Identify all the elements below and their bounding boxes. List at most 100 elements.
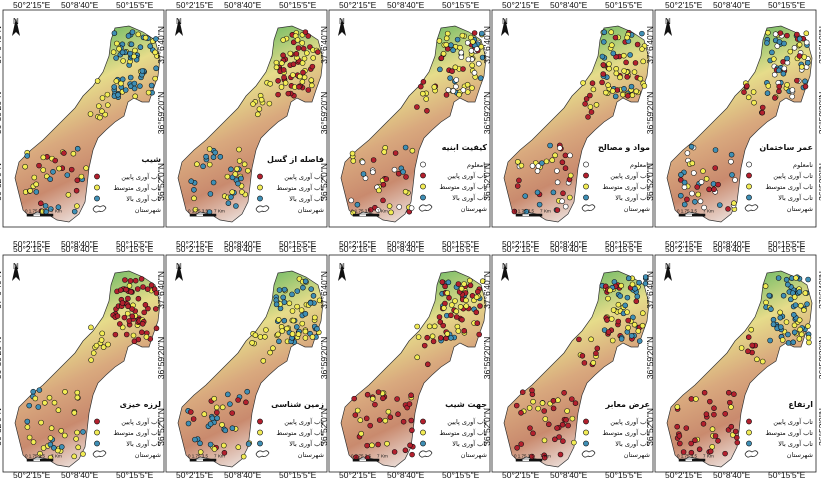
legend-item-medium: تاب آوری متوسط — [276, 428, 324, 437]
sample-point-low — [741, 89, 747, 95]
sample-point-high — [678, 192, 684, 199]
sample-point-high — [289, 291, 295, 298]
sample-point-high — [445, 279, 452, 286]
scale-ticks: 0 1.75 3.5 — [351, 209, 372, 214]
sample-point-medium — [294, 303, 300, 310]
sample-point-medium — [51, 399, 58, 406]
lon-label-top: 50°15'5"E — [279, 0, 317, 10]
lon-label-top: 50°8'40"E — [713, 244, 751, 254]
sample-point-medium — [120, 58, 126, 64]
sample-point-medium — [640, 58, 646, 65]
sample-point-low — [624, 74, 630, 80]
sample-point-high — [209, 415, 216, 422]
sample-point-medium — [542, 416, 549, 422]
legend-title: عمر ساختمان — [759, 143, 813, 152]
sample-point-high — [612, 93, 619, 100]
sample-point-low — [126, 318, 132, 324]
sample-point-medium — [409, 147, 416, 154]
sample-point-low — [141, 309, 147, 316]
sample-point-high — [599, 53, 606, 60]
sample-point-medium — [593, 102, 600, 108]
lon-label-bottom: 50°15'5"E — [279, 470, 317, 480]
sample-point-unknown — [554, 168, 560, 174]
lon-label-top: 50°15'5"E — [116, 244, 154, 254]
sample-point-medium — [376, 187, 382, 194]
sample-point-medium — [637, 75, 644, 82]
map-panel-10: N ارتفاع تاب آوری پایین تاب آوری متوسط تاب آ… — [645, 254, 821, 473]
legend-item-medium: تاب آوری متوسط — [276, 183, 324, 192]
sample-point-low — [424, 334, 430, 341]
sample-point-high — [71, 208, 78, 215]
sample-point-medium — [515, 159, 521, 165]
sample-point-low — [275, 91, 281, 98]
sample-point-low — [588, 109, 595, 115]
sample-point-medium — [793, 275, 799, 281]
sample-point-low — [121, 314, 128, 321]
lat-label: 37°6'40"N — [319, 26, 329, 64]
north-arrow-shape — [175, 18, 183, 36]
map-area — [340, 270, 487, 468]
sample-point-medium — [350, 158, 357, 164]
legend-swatch-medium — [257, 184, 263, 191]
sample-point-unknown — [458, 49, 465, 56]
sample-point-medium — [255, 111, 261, 118]
sample-point-low — [696, 446, 703, 453]
sample-point-low — [112, 331, 119, 338]
sample-point-medium — [615, 301, 622, 308]
legend-item-city: شهرستان — [298, 451, 324, 459]
lon-label-top: 50°15'5"E — [768, 244, 806, 254]
sample-point-low — [438, 335, 444, 341]
sample-point-medium — [759, 358, 766, 365]
sample-point-medium — [613, 66, 619, 72]
scale-bar: 0 1.75 3.5 7 Km — [351, 454, 388, 462]
sample-point-medium — [771, 56, 777, 62]
sample-point-medium — [197, 449, 204, 455]
legend-swatch-high — [583, 194, 589, 201]
sample-point-high — [111, 30, 118, 36]
lat-label: 36°59'20"N — [156, 92, 166, 135]
sample-point-high — [273, 301, 280, 308]
sample-point-low — [706, 186, 712, 193]
sample-point-high — [780, 292, 787, 299]
sample-point-high — [354, 201, 361, 208]
lat-label: 37°6'40"N — [482, 26, 492, 64]
sample-point-medium — [633, 88, 640, 95]
sample-point-medium — [467, 277, 473, 284]
sample-point-high — [147, 43, 153, 49]
sample-point-medium — [299, 320, 306, 327]
sample-point-medium — [191, 195, 197, 202]
north-label: N — [13, 17, 19, 26]
sample-point-low — [712, 433, 719, 439]
legend-swatch-high — [94, 195, 100, 202]
sample-point-high — [622, 302, 628, 309]
sample-point-low — [408, 417, 415, 424]
sample-point-medium — [728, 404, 734, 410]
sample-point-unknown — [464, 40, 471, 46]
sample-point-low — [363, 415, 370, 422]
sample-point-low — [600, 62, 607, 68]
sample-point-medium — [74, 389, 81, 396]
sample-point-medium — [455, 328, 462, 334]
sample-point-high — [229, 425, 236, 431]
sample-point-high — [294, 288, 301, 294]
legend-item-high: تاب آوری بالا — [778, 439, 813, 448]
lat-label: 36°52'0"N — [156, 163, 166, 201]
sample-point-unknown — [396, 204, 402, 210]
sample-point-medium — [280, 37, 286, 43]
sample-point-medium — [152, 75, 158, 82]
sample-point-medium — [796, 41, 803, 48]
sample-point-unknown — [370, 169, 376, 175]
sample-point-medium — [270, 345, 276, 351]
lon-label-bottom: 50°15'5"E — [768, 239, 806, 249]
sample-point-medium — [289, 308, 296, 314]
sample-point-low — [235, 397, 241, 403]
scale-unit: Km — [381, 454, 388, 459]
sample-point-high — [200, 163, 206, 170]
sample-point-unknown — [791, 45, 798, 51]
sample-point-low — [453, 314, 460, 320]
sample-point-unknown — [559, 198, 565, 204]
sample-point-high — [281, 299, 288, 305]
sample-point-medium — [787, 48, 794, 55]
sample-point-medium — [286, 300, 293, 307]
sample-point-medium — [689, 160, 696, 167]
